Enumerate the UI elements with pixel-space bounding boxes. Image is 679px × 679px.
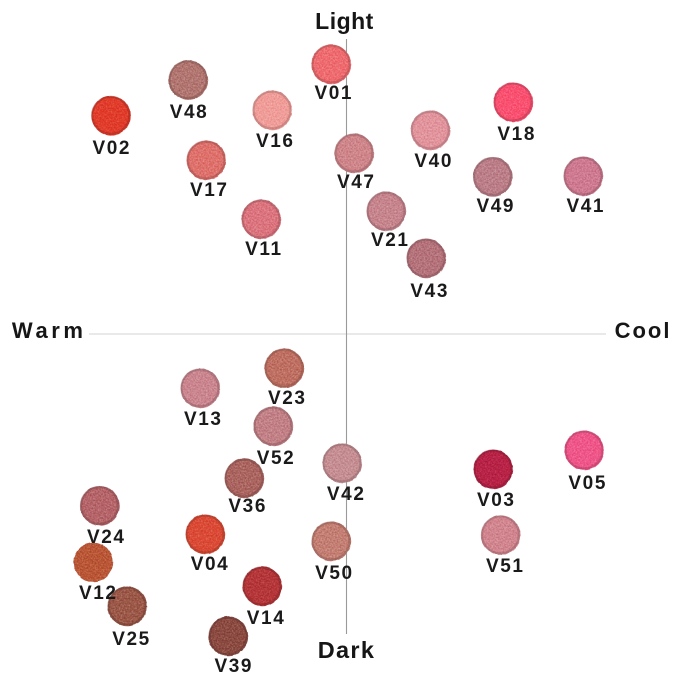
svg-text:V18: V18 — [497, 124, 536, 145]
svg-text:V43: V43 — [410, 281, 449, 302]
svg-text:V11: V11 — [245, 239, 283, 260]
svg-text:V23: V23 — [268, 388, 307, 409]
svg-text:V51: V51 — [486, 556, 525, 577]
svg-text:V21: V21 — [371, 230, 410, 251]
svg-text:V05: V05 — [568, 473, 607, 494]
svg-text:V42: V42 — [327, 484, 366, 505]
svg-text:V04: V04 — [191, 554, 230, 575]
svg-text:V41: V41 — [566, 196, 605, 217]
svg-text:V39: V39 — [214, 656, 253, 677]
svg-text:V50: V50 — [315, 563, 354, 584]
svg-text:V02: V02 — [92, 138, 131, 159]
svg-text:Light: Light — [315, 8, 374, 34]
svg-text:V16: V16 — [256, 131, 295, 152]
svg-text:V52: V52 — [257, 448, 296, 469]
svg-text:Dark: Dark — [318, 637, 375, 663]
svg-text:V25: V25 — [112, 629, 151, 650]
svg-text:Warm: Warm — [12, 318, 87, 343]
svg-text:V01: V01 — [314, 83, 353, 104]
svg-text:V13: V13 — [184, 409, 223, 430]
svg-text:Cool: Cool — [615, 318, 672, 343]
svg-text:V24: V24 — [87, 527, 126, 548]
svg-text:V47: V47 — [337, 172, 376, 193]
svg-text:V40: V40 — [414, 151, 453, 172]
svg-text:V49: V49 — [476, 196, 515, 217]
svg-text:V36: V36 — [228, 496, 267, 517]
svg-text:V03: V03 — [477, 490, 516, 511]
svg-text:V14: V14 — [247, 608, 286, 629]
svg-text:V17: V17 — [190, 180, 229, 201]
svg-text:V48: V48 — [170, 102, 209, 123]
svg-text:V12: V12 — [79, 583, 118, 604]
